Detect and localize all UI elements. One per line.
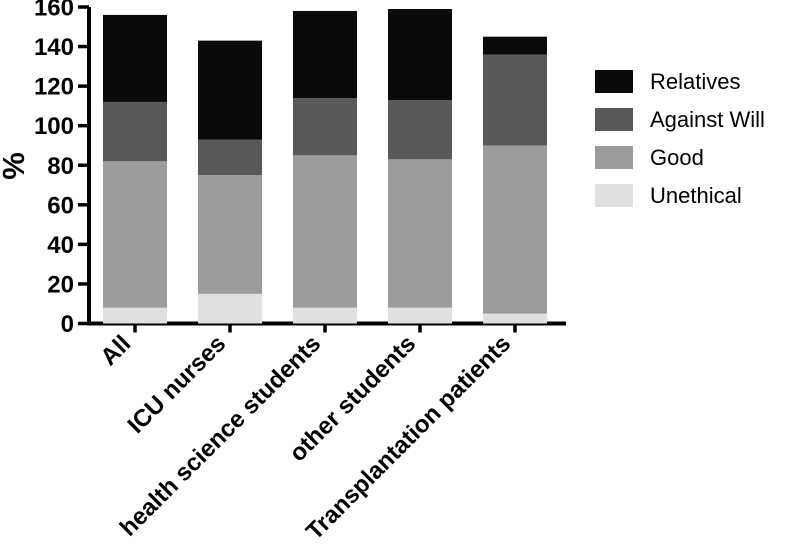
legend-swatch-good xyxy=(595,146,633,169)
y-tick-label: 60 xyxy=(47,192,74,219)
legend-label-against-will: Against Will xyxy=(650,107,765,132)
bar-segment-good-other-students xyxy=(388,159,452,308)
bar-segment-against-will-health-science-students xyxy=(293,97,357,156)
x-category-label-all: All xyxy=(95,330,136,371)
bar-segment-relatives-all xyxy=(103,14,167,102)
x-category-label-transplantation-patients: Transplantation patients xyxy=(301,330,516,545)
legend-label-unethical: Unethical xyxy=(650,183,742,208)
bar-segment-unethical-transplantation-patients xyxy=(483,313,547,324)
bar-segment-against-will-transplantation-patients xyxy=(483,54,547,146)
y-axis-label: % xyxy=(0,152,31,180)
legend-label-relatives: Relatives xyxy=(650,69,740,94)
bar-segment-relatives-transplantation-patients xyxy=(483,36,547,55)
bar-segment-good-health-science-students xyxy=(293,155,357,308)
bar-segment-good-transplantation-patients xyxy=(483,145,547,314)
bar-segment-relatives-other-students xyxy=(388,8,452,100)
bar-segment-unethical-health-science-students xyxy=(293,307,357,324)
bar-segment-against-will-icu-nurses xyxy=(198,139,262,176)
legend-swatch-relatives xyxy=(595,70,633,93)
legend-label-good: Good xyxy=(650,145,704,170)
y-tick-label: 40 xyxy=(47,232,74,259)
bar-segment-against-will-all xyxy=(103,101,167,162)
bar-segment-relatives-icu-nurses xyxy=(198,40,262,140)
y-tick-label: 100 xyxy=(34,113,74,140)
y-tick-label: 80 xyxy=(47,153,74,180)
y-tick-label: 160 xyxy=(34,0,74,22)
bar-segment-unethical-all xyxy=(103,307,167,324)
y-tick-label: 20 xyxy=(47,271,74,298)
bar-segment-unethical-other-students xyxy=(388,307,452,324)
legend-swatch-against-will xyxy=(595,108,633,131)
legend-swatch-unethical xyxy=(595,184,633,207)
bar-segment-unethical-icu-nurses xyxy=(198,293,262,324)
y-tick-label: 140 xyxy=(34,34,74,61)
bar-segment-good-all xyxy=(103,161,167,308)
x-category-label-health-science-students: health science students xyxy=(115,330,326,541)
bar-segment-good-icu-nurses xyxy=(198,175,262,294)
bar-segment-against-will-other-students xyxy=(388,99,452,160)
y-tick-label: 120 xyxy=(34,74,74,101)
y-tick-label: 0 xyxy=(61,311,74,338)
bar-segment-relatives-health-science-students xyxy=(293,10,357,98)
